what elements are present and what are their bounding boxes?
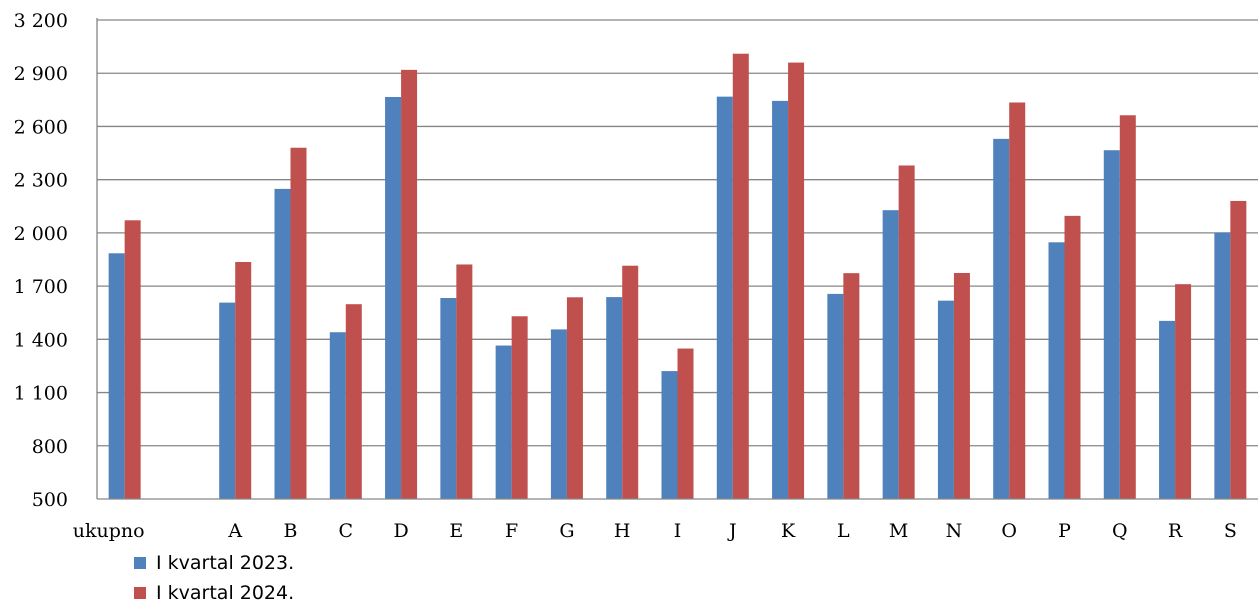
bar-2024 [677, 348, 694, 499]
bar-2024 [788, 62, 805, 499]
bar-2023 [440, 297, 457, 499]
x-tick-label: K [781, 520, 796, 542]
legend: I kvartal 2023. I kvartal 2024. [134, 548, 294, 608]
legend-swatch-2024 [134, 587, 146, 599]
y-tick-label: 2 900 [14, 63, 68, 85]
bar-2024 [1175, 284, 1192, 499]
x-tick-label: N [946, 520, 963, 542]
x-tick-labels: ukupno A B C D E F G H I J K L M N O P Q R S [73, 520, 1237, 542]
x-tick-label: Q [1112, 520, 1128, 542]
y-tick-label: 2 000 [14, 223, 68, 245]
bar-2023 [993, 138, 1010, 499]
legend-item-2024: I kvartal 2024. [134, 578, 294, 608]
bar-2023 [1048, 242, 1065, 499]
x-tick-label: I [674, 520, 682, 542]
x-tick-label: J [727, 520, 737, 542]
bar-2024 [953, 272, 970, 499]
bar-2023 [772, 100, 789, 500]
y-tick-label: 1 100 [14, 383, 68, 405]
bar-2024 [345, 304, 362, 499]
bar-2023 [661, 371, 678, 499]
y-tick-label: 1 700 [14, 276, 68, 298]
bar-2024 [401, 69, 418, 500]
bar-2024 [235, 261, 252, 499]
x-tick-label: C [339, 520, 354, 542]
y-tick-label: 800 [32, 436, 68, 458]
x-tick-label: D [393, 520, 408, 542]
bar-2024 [1119, 115, 1136, 500]
bar-2024 [898, 165, 915, 500]
bar-2023 [716, 96, 733, 499]
y-tick-label: 500 [32, 489, 68, 511]
x-tick-label: G [559, 520, 574, 542]
bar-2023 [219, 302, 236, 499]
bar-2023 [385, 96, 402, 499]
bar-2024 [456, 264, 473, 499]
legend-item-2023: I kvartal 2023. [134, 548, 294, 578]
bar-2024 [1009, 102, 1026, 499]
bar-2024 [566, 297, 583, 499]
bar-2023 [495, 345, 512, 499]
bar-2023 [827, 293, 844, 499]
y-tick-label: 2 300 [14, 170, 68, 192]
x-tick-label: L [837, 520, 850, 542]
y-tick-label: 1 400 [14, 329, 68, 351]
y-tick-label: 2 600 [14, 116, 68, 138]
legend-label-2024: I kvartal 2024. [156, 582, 295, 604]
axes [96, 18, 1258, 500]
bar-2024 [124, 220, 141, 499]
x-tick-label: ukupno [73, 520, 145, 542]
x-tick-label: A [227, 520, 242, 542]
bar-2023 [882, 210, 899, 500]
bar-2023 [937, 300, 954, 499]
legend-swatch-2023 [134, 557, 146, 569]
x-tick-label: H [614, 520, 631, 542]
bar-2023 [329, 332, 346, 499]
bar-2023 [108, 253, 125, 499]
x-tick-label: E [449, 520, 463, 542]
y-tick-label: 3 200 [14, 10, 68, 32]
x-tick-label: P [1058, 520, 1071, 542]
bar-2023 [1103, 150, 1120, 499]
bar-2024 [843, 273, 860, 499]
legend-label-2023: I kvartal 2023. [156, 552, 295, 574]
bar-2024 [1230, 200, 1247, 499]
bar-2023 [1214, 232, 1231, 500]
x-tick-label: B [284, 520, 298, 542]
bars [108, 53, 1247, 500]
x-tick-label: M [889, 520, 908, 542]
x-tick-label: O [1001, 520, 1017, 542]
x-tick-label: F [505, 520, 518, 542]
bar-2024 [622, 265, 639, 499]
bar-2024 [290, 147, 307, 499]
bar-2023 [1159, 320, 1176, 499]
x-tick-label: S [1224, 520, 1237, 542]
x-tick-label: R [1168, 520, 1183, 542]
bar-2024 [732, 53, 749, 500]
bar-2023 [606, 297, 623, 499]
bar-2024 [1064, 215, 1081, 499]
bar-2023 [274, 188, 291, 499]
y-tick-labels: 500 800 1 100 1 400 1 700 2 000 2 300 2 600 2 90… [14, 10, 68, 511]
bar-2023 [550, 329, 567, 499]
bar-2024 [511, 316, 528, 499]
